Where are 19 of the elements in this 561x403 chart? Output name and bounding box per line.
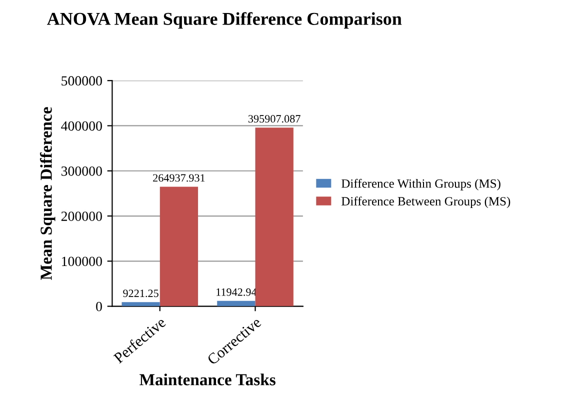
y-tick-label: 400000 [61, 121, 102, 131]
bar [255, 128, 294, 306]
y-tick-label: 300000 [61, 166, 102, 176]
chart-title: ANOVA Mean Square Difference Comparison [47, 12, 402, 29]
data-label: 264937.931 [153, 174, 205, 182]
y-tick-label: 100000 [62, 256, 102, 266]
legend-label: Difference Between Groups (MS) [342, 196, 510, 208]
y-tick-label: 200000 [61, 212, 102, 221]
data-label: 11942.94 [216, 288, 257, 296]
data-label: 395907.087 [248, 115, 300, 123]
legend-label: Difference Within Groups (MS) [342, 178, 500, 190]
y-tick-label: 500000 [62, 76, 102, 86]
bar [160, 186, 198, 306]
x-axis-title: Maintenance Tasks [140, 374, 276, 386]
y-tick-label: 0 [96, 302, 102, 312]
y-axis-title: Mean Square Difference [40, 107, 56, 280]
data-label: 9221.25 [123, 290, 158, 298]
bar [122, 302, 160, 306]
bar [217, 300, 256, 306]
